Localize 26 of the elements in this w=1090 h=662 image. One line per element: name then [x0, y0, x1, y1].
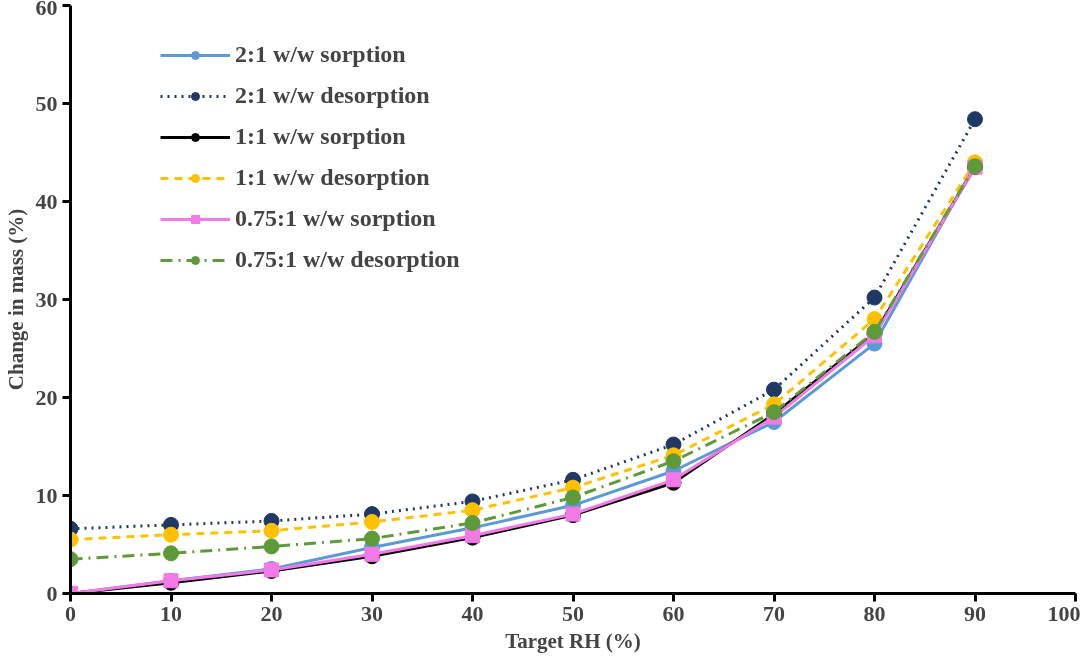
legend-label: 2:1 w/w sorption: [235, 41, 406, 68]
x-tick-label: 70: [763, 600, 785, 626]
x-tick-label: 10: [160, 600, 182, 626]
y-tick-label: 30: [35, 286, 58, 312]
x-tick-label: 50: [562, 600, 584, 626]
legend-label: 0.75:1 w/w sorption: [235, 205, 436, 232]
legend-label: 1:1 w/w sorption: [235, 123, 406, 150]
x-tick-label: 90: [964, 600, 986, 626]
x-tick-label: 20: [260, 600, 283, 626]
x-tick-label: 40: [461, 600, 484, 626]
x-tick-label: 100: [1047, 600, 1081, 626]
y-tick-label: 50: [35, 90, 58, 116]
x-tick-label: 80: [863, 600, 886, 626]
y-tick-label: 60: [35, 0, 58, 20]
y-tick-label: 10: [35, 482, 58, 508]
legend-label: 0.75:1 w/w desorption: [235, 246, 460, 273]
y-axis-title: Change in mass (%): [3, 208, 28, 391]
y-tick-label: 20: [35, 384, 58, 410]
legend-label: 2:1 w/w desorption: [235, 82, 430, 109]
y-tick-label: 40: [35, 188, 58, 214]
legend-label: 1:1 w/w desorption: [235, 164, 430, 191]
x-axis-title: Target RH (%): [505, 628, 641, 653]
x-tick-label: 30: [361, 600, 383, 626]
x-tick-label: 60: [662, 600, 685, 626]
y-tick-label: 0: [46, 580, 58, 606]
x-tick-label: 0: [65, 600, 76, 626]
